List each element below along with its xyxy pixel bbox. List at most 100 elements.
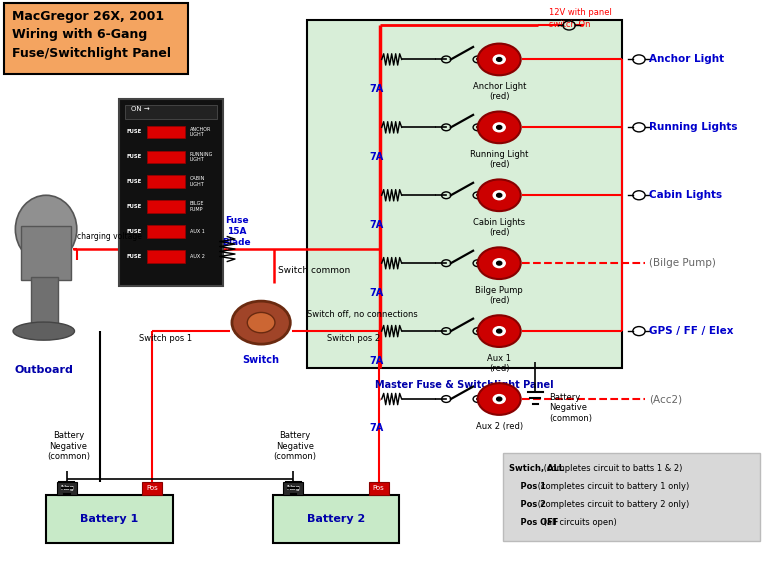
Text: Pos: Pos	[372, 486, 385, 491]
Bar	[307, 20, 622, 368]
Text: Switch: Switch	[243, 355, 280, 366]
Text: (Acc2): (Acc2)	[649, 394, 682, 404]
Bar	[147, 250, 185, 263]
Circle shape	[478, 179, 521, 211]
Circle shape	[478, 44, 521, 75]
Bar	[147, 200, 185, 213]
Bar	[503, 453, 760, 541]
Bar	[283, 482, 303, 495]
Text: Master Fuse & Switchlight Panel: Master Fuse & Switchlight Panel	[376, 380, 554, 391]
Bar	[21, 226, 71, 280]
Text: Pos OFF: Pos OFF	[509, 518, 558, 528]
Text: Battery
Negative
(common): Battery Negative (common)	[549, 393, 592, 423]
Text: Switch common: Switch common	[278, 266, 350, 275]
Circle shape	[497, 194, 502, 197]
Bar	[119, 99, 223, 286]
Text: Running Light
(red): Running Light (red)	[470, 150, 528, 169]
Circle shape	[497, 329, 502, 333]
Circle shape	[493, 191, 505, 200]
Text: Running Lights: Running Lights	[649, 122, 737, 132]
Bar	[57, 482, 77, 495]
Text: ON →: ON →	[131, 106, 149, 112]
Text: ANCHOR
LIGHT: ANCHOR LIGHT	[190, 127, 211, 137]
Text: Pos 1: Pos 1	[509, 482, 546, 491]
Circle shape	[493, 327, 505, 336]
Text: Anchor Light
(red): Anchor Light (red)	[472, 82, 526, 101]
Text: BILGE
PUMP: BILGE PUMP	[190, 201, 204, 212]
Text: 7A: 7A	[369, 152, 383, 162]
Circle shape	[478, 247, 521, 279]
Text: FUSE: FUSE	[127, 229, 142, 234]
Text: FUSE: FUSE	[127, 204, 142, 209]
Text: Battery
Negative
(common): Battery Negative (common)	[47, 431, 90, 461]
Text: Pos: Pos	[146, 486, 158, 491]
Text: FUSE: FUSE	[127, 254, 142, 259]
Text: (completes circuit to battery 1 only): (completes circuit to battery 1 only)	[535, 482, 690, 491]
Text: 7A: 7A	[369, 423, 383, 434]
Text: MacGregor 26X, 2001
Wiring with 6-Gang
Fuse/Switchlight Panel: MacGregor 26X, 2001 Wiring with 6-Gang F…	[12, 10, 170, 59]
Text: Switch pos 1: Switch pos 1	[138, 334, 192, 343]
Text: (completes circuit to battery 2 only): (completes circuit to battery 2 only)	[535, 500, 690, 509]
Text: Fuse
15A
Blade: Fuse 15A Blade	[222, 216, 251, 247]
Text: Switch pos 2: Switch pos 2	[326, 334, 380, 343]
Text: Aux 2 (red): Aux 2 (red)	[475, 422, 523, 431]
Text: 12V with panel
switch On: 12V with panel switch On	[549, 8, 612, 29]
Text: Neg: Neg	[60, 486, 74, 491]
Text: AUX 2: AUX 2	[190, 254, 204, 259]
Text: Battery 2: Battery 2	[307, 514, 365, 524]
Text: Neg: Neg	[286, 486, 300, 491]
Bar	[31, 277, 58, 328]
Text: Aux 1
(red): Aux 1 (red)	[487, 354, 511, 373]
Text: Pos 2: Pos 2	[509, 500, 546, 509]
Text: AUX 1: AUX 1	[190, 229, 204, 234]
Circle shape	[493, 123, 505, 132]
Bar	[46, 495, 173, 543]
Text: 7A: 7A	[369, 288, 383, 298]
Text: Switch off, no connections: Switch off, no connections	[307, 310, 418, 319]
Circle shape	[232, 301, 290, 344]
Text: Cabin Lights
(red): Cabin Lights (red)	[473, 218, 525, 237]
Bar	[369, 482, 389, 495]
Text: RUNNING
LIGHT: RUNNING LIGHT	[190, 152, 213, 162]
Text: Outboard: Outboard	[15, 365, 73, 375]
Circle shape	[497, 261, 502, 265]
Text: Battery 1: Battery 1	[81, 514, 138, 524]
Text: GPS / FF / Elex: GPS / FF / Elex	[649, 326, 733, 336]
Circle shape	[478, 112, 521, 143]
Bar	[147, 151, 185, 163]
Text: Anchor Light: Anchor Light	[649, 54, 724, 65]
Circle shape	[493, 395, 505, 404]
Ellipse shape	[13, 322, 74, 340]
Bar	[125, 105, 217, 119]
Text: FUSE: FUSE	[127, 179, 142, 184]
Circle shape	[497, 58, 502, 61]
Bar	[273, 495, 399, 543]
Text: (all circuits open): (all circuits open)	[541, 518, 617, 528]
Bar	[147, 225, 185, 238]
Text: charging voltage: charging voltage	[77, 232, 141, 241]
Text: FUSE: FUSE	[127, 155, 142, 159]
Bar	[147, 175, 185, 188]
Text: FUSE: FUSE	[127, 130, 142, 134]
Circle shape	[497, 397, 502, 401]
Text: CABIN
LIGHT: CABIN LIGHT	[190, 177, 205, 187]
Circle shape	[493, 55, 505, 64]
Text: 7A: 7A	[369, 355, 383, 366]
Text: Swtich, ALL: Swtich, ALL	[509, 464, 564, 473]
Bar	[142, 482, 162, 495]
Text: (Bilge Pump): (Bilge Pump)	[649, 258, 716, 268]
Text: (completes circuit to batts 1 & 2): (completes circuit to batts 1 & 2)	[541, 464, 683, 473]
Text: 7A: 7A	[369, 220, 383, 230]
Circle shape	[493, 259, 505, 268]
Circle shape	[497, 126, 502, 129]
Text: Bilge Pump
(red): Bilge Pump (red)	[475, 286, 523, 305]
Circle shape	[247, 312, 275, 333]
Text: Cabin Lights: Cabin Lights	[649, 190, 722, 200]
Text: Battery
Negative
(common): Battery Negative (common)	[273, 431, 316, 461]
Text: 7A: 7A	[369, 84, 383, 94]
Ellipse shape	[15, 195, 77, 263]
Circle shape	[478, 315, 521, 347]
Bar	[147, 126, 185, 138]
Circle shape	[478, 383, 521, 415]
Bar	[4, 3, 188, 74]
